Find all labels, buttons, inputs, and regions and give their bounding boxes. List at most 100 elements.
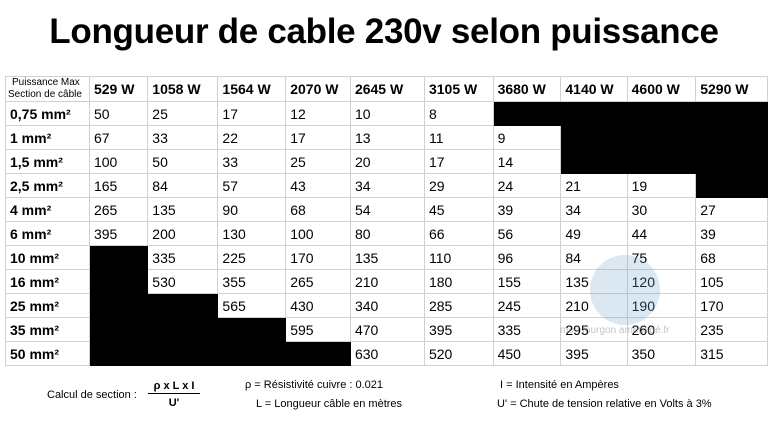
cell: 8 (423, 101, 494, 126)
cell: 315 (695, 341, 768, 366)
cell: 75 (626, 245, 697, 270)
table-row: 4 mm² 265 135 90 68 54 45 39 34 30 27 (5, 197, 768, 222)
column-header: 529 W (88, 76, 149, 102)
table-row: 2,5 mm² 165 84 57 43 34 29 24 21 19 (5, 173, 768, 198)
table-row: 0,75 mm² 50 25 17 12 10 8 (5, 101, 768, 126)
row-label: 10 mm² (5, 245, 90, 270)
row-label: 1 mm² (5, 125, 90, 150)
cell: 9 (492, 125, 562, 150)
corner-label: Puissance Max (12, 77, 80, 89)
table-row: 16 mm² 530 355 265 210 180 155 135 120 105 (5, 269, 768, 294)
column-header: 2070 W (285, 76, 351, 102)
note: L = Longueur câble en mètres (256, 398, 403, 410)
corner-cell: Puissance Max Section de câble (5, 76, 90, 102)
row-label: 35 mm² (5, 317, 90, 342)
cell: 27 (695, 197, 768, 222)
cell: 595 (285, 317, 351, 342)
column-header: 1564 W (217, 76, 287, 102)
cell: 395 (423, 317, 494, 342)
blocked-cell (695, 125, 768, 150)
cell: 135 (147, 197, 219, 222)
cell: 14 (492, 149, 562, 174)
blocked-cell (217, 317, 287, 342)
cell: 245 (492, 293, 562, 318)
cell: 335 (492, 317, 562, 342)
cell: 68 (285, 197, 351, 222)
cell: 10 (349, 101, 425, 126)
cell: 34 (560, 197, 628, 222)
column-header: 4600 W (626, 76, 697, 102)
cell: 22 (217, 125, 287, 150)
formula-numerator: ρ x L x I (148, 380, 200, 394)
blocked-cell (695, 173, 768, 198)
cell: 155 (492, 269, 562, 294)
cell: 170 (285, 245, 351, 270)
cell: 19 (626, 173, 697, 198)
blocked-cell (147, 293, 219, 318)
note: ρ = Résistivité cuivre : 0.021 (245, 379, 384, 391)
blocked-cell (560, 149, 628, 174)
title: Longueur de cable 230v selon puissance (49, 12, 719, 51)
cell: 57 (217, 173, 287, 198)
cell: 235 (695, 317, 768, 342)
cell: 67 (88, 125, 149, 150)
cell: 20 (349, 149, 425, 174)
row-label: 0,75 mm² (5, 101, 90, 126)
cell: 350 (626, 341, 697, 366)
cell: 180 (423, 269, 494, 294)
column-header: 1058 W (147, 76, 219, 102)
blocked-cell (217, 341, 287, 366)
cell: 135 (349, 245, 425, 270)
cell: 43 (285, 173, 351, 198)
blocked-cell (285, 341, 351, 366)
row-label: 16 mm² (5, 269, 90, 294)
cell: 13 (349, 125, 425, 150)
watermark-logo (590, 255, 660, 325)
cell: 295 (560, 317, 628, 342)
cell: 33 (217, 149, 287, 174)
cell: 630 (349, 341, 425, 366)
cell: 25 (147, 101, 219, 126)
blocked-cell (626, 149, 697, 174)
blocked-cell (695, 101, 768, 126)
cell: 90 (217, 197, 287, 222)
note: I = Intensité en Ampères (500, 379, 619, 391)
formula-label: Calcul de section : (47, 389, 137, 401)
table-row: 1 mm² 67 33 22 17 13 11 9 (5, 125, 768, 150)
column-header: 4140 W (560, 76, 628, 102)
row-label: 50 mm² (5, 341, 90, 366)
note: U' = Chute de tension relative en Volts … (497, 398, 712, 410)
cell: 66 (423, 221, 494, 246)
cell: 17 (285, 125, 351, 150)
blocked-cell (147, 341, 219, 366)
cell: 30 (626, 197, 697, 222)
cell: 200 (147, 221, 219, 246)
column-header: 2645 W (349, 76, 425, 102)
column-header: 3680 W (492, 76, 562, 102)
blocked-cell (560, 101, 628, 126)
cell: 105 (695, 269, 768, 294)
column-header: 3105 W (423, 76, 494, 102)
cell: 285 (423, 293, 494, 318)
cell: 96 (492, 245, 562, 270)
cell: 50 (147, 149, 219, 174)
blocked-cell (88, 269, 149, 294)
row-label: 1,5 mm² (5, 149, 90, 174)
blocked-cell (560, 125, 628, 150)
blocked-cell (88, 317, 149, 342)
blocked-cell (88, 293, 149, 318)
blocked-cell (626, 101, 697, 126)
cell: 50 (88, 101, 149, 126)
cell: 24 (492, 173, 562, 198)
cell: 100 (88, 149, 149, 174)
table-row: 50 mm² 630 520 450 395 350 315 (5, 341, 768, 366)
table-row: 35 mm² 595 470 395 335 295 260 235 (5, 317, 768, 342)
cell: 49 (560, 221, 628, 246)
row-label: 4 mm² (5, 197, 90, 222)
cell: 530 (147, 269, 219, 294)
cell: 355 (217, 269, 287, 294)
cell: 39 (695, 221, 768, 246)
cell: 29 (423, 173, 494, 198)
cell: 470 (349, 317, 425, 342)
